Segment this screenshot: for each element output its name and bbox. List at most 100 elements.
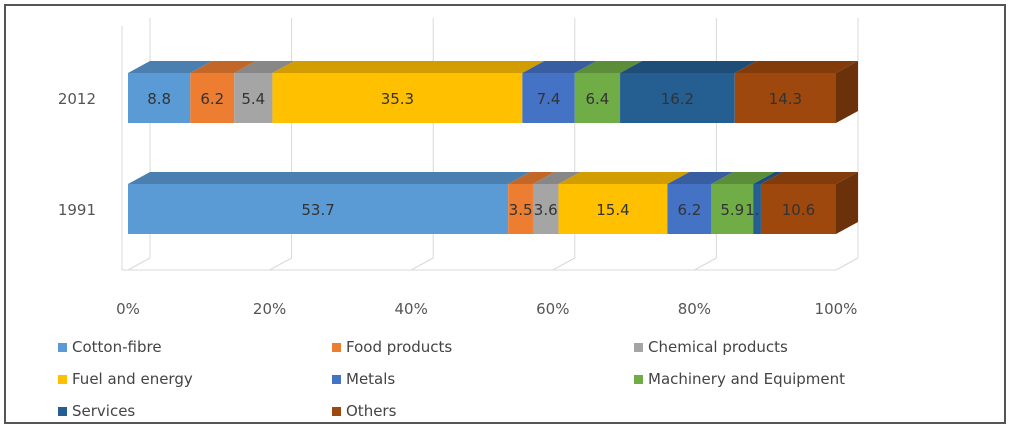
bar	[574, 73, 621, 123]
legend-swatch	[332, 407, 341, 416]
legend-item: Machinery and Equipment	[634, 370, 845, 388]
gridline-floor	[410, 257, 434, 271]
legend-item: Fuel and energy	[58, 370, 193, 388]
x-tick-label: 100%	[815, 300, 858, 318]
x-tick-label: 40%	[395, 300, 428, 318]
bar-group-2012: 2012 8.8 6.2 5.4 35.3 7.4 6.4 16.2 14.3	[58, 61, 858, 123]
bar-top	[234, 61, 295, 73]
legend-item: Metals	[332, 370, 395, 388]
bar-group-1991: 1991 53.7 3.5 3.6 15.4 6.2 5.9 1.1 10.6	[58, 172, 858, 234]
bar-segment-machinery-and-equipment: 5.9	[711, 172, 776, 234]
bar	[532, 184, 559, 234]
bar-segment-fuel-and-energy: 15.4	[558, 172, 690, 234]
legend-swatch	[634, 343, 643, 352]
bar-side	[836, 61, 858, 123]
legend-swatch	[58, 375, 67, 384]
bar-top	[522, 61, 597, 73]
data-label: 14.3	[769, 90, 802, 108]
bar-segment-services: 16.2	[620, 61, 757, 123]
bar-top	[272, 61, 545, 73]
data-label: 6.2	[200, 90, 224, 108]
data-label: 8.8	[147, 90, 171, 108]
bar-segment-cotton-fibre: 53.7	[128, 172, 531, 234]
stacked-bar-chart: 0% 20% 40% 60% 80% 100% 2012 8.8 6.2 5.4 35.3 7.4 6.…	[58, 18, 859, 420]
legend-label: Food products	[346, 338, 452, 356]
bar-top	[753, 172, 783, 184]
legend-item: Others	[332, 402, 397, 420]
bar	[522, 73, 575, 123]
bar-segment-food-products: 6.2	[190, 61, 257, 123]
data-label: 16.2	[661, 90, 694, 108]
legend-label: Others	[346, 402, 397, 420]
bar-top	[508, 172, 555, 184]
bar-segment-food-products: 3.5	[508, 172, 555, 234]
data-label: 3.6	[534, 201, 558, 219]
legend-item: Services	[58, 402, 135, 420]
bar-top	[574, 61, 643, 73]
bar-segment-chemical-products: 3.6	[532, 172, 581, 234]
legend-label: Metals	[346, 370, 395, 388]
data-label: 15.4	[596, 201, 629, 219]
gridline-floor	[269, 257, 292, 271]
legend-swatch	[58, 343, 67, 352]
legend-label: Services	[72, 402, 135, 420]
bar	[128, 73, 191, 123]
legend-swatch	[58, 407, 67, 416]
bar-segment-cotton-fibre: 8.8	[128, 61, 213, 123]
bar-top	[711, 172, 776, 184]
gridlines	[121, 18, 859, 271]
x-tick-label: 0%	[116, 300, 140, 318]
chart-frame: 0% 20% 40% 60% 80% 100% 2012 8.8 6.2 5.4 35.3 7.4 6.…	[4, 4, 1006, 424]
gridline-floor	[127, 257, 151, 271]
legend-swatch	[634, 375, 643, 384]
bar-segment-others: 14.3	[734, 61, 858, 123]
bar-segment-metals: 7.4	[522, 61, 597, 123]
bar	[190, 73, 235, 123]
x-tick-label: 80%	[678, 300, 711, 318]
data-label: 7.4	[537, 90, 561, 108]
x-tick-label: 20%	[253, 300, 286, 318]
bar	[128, 184, 509, 234]
gridline-floor	[694, 257, 717, 271]
bar-top	[128, 61, 213, 73]
data-label: 6.4	[585, 90, 609, 108]
bar	[753, 184, 761, 234]
bar-segment-chemical-products: 5.4	[234, 61, 295, 123]
data-label: 53.7	[301, 201, 334, 219]
bar-top	[620, 61, 757, 73]
bar-side	[836, 172, 858, 234]
bar-top	[734, 61, 858, 73]
gridline-floor	[552, 257, 576, 271]
bar-segment-others: 10.6	[760, 172, 858, 234]
bar	[558, 184, 668, 234]
data-label: 5.4	[241, 90, 265, 108]
bar	[734, 73, 836, 123]
legend-item: Cotton-fibre	[58, 338, 162, 356]
y-tick-label: 2012	[58, 90, 96, 108]
bar-segment-fuel-and-energy: 35.3	[272, 61, 545, 123]
data-label: 6.2	[678, 201, 702, 219]
bar	[234, 73, 273, 123]
legend-label: Cotton-fibre	[72, 338, 162, 356]
gridline-floor	[835, 257, 859, 271]
legend-label: Machinery and Equipment	[648, 370, 845, 388]
data-label: 5.9	[720, 201, 744, 219]
data-label: 10.6	[782, 201, 815, 219]
bar	[272, 73, 523, 123]
bar-top	[760, 172, 858, 184]
x-tick-label: 60%	[536, 300, 569, 318]
data-label: 3.5	[509, 201, 533, 219]
bar-segment-metals: 6.2	[667, 172, 734, 234]
legend-item: Food products	[332, 338, 452, 356]
legend-label: Fuel and energy	[72, 370, 193, 388]
legend-swatch	[332, 375, 341, 384]
legend-item: Chemical products	[634, 338, 788, 356]
bar-top	[128, 172, 531, 184]
bar	[760, 184, 836, 234]
bar	[620, 73, 735, 123]
bar	[508, 184, 533, 234]
legend-swatch	[332, 343, 341, 352]
y-tick-label: 1991	[58, 201, 96, 219]
bar-top	[190, 61, 257, 73]
bar-top	[558, 172, 690, 184]
